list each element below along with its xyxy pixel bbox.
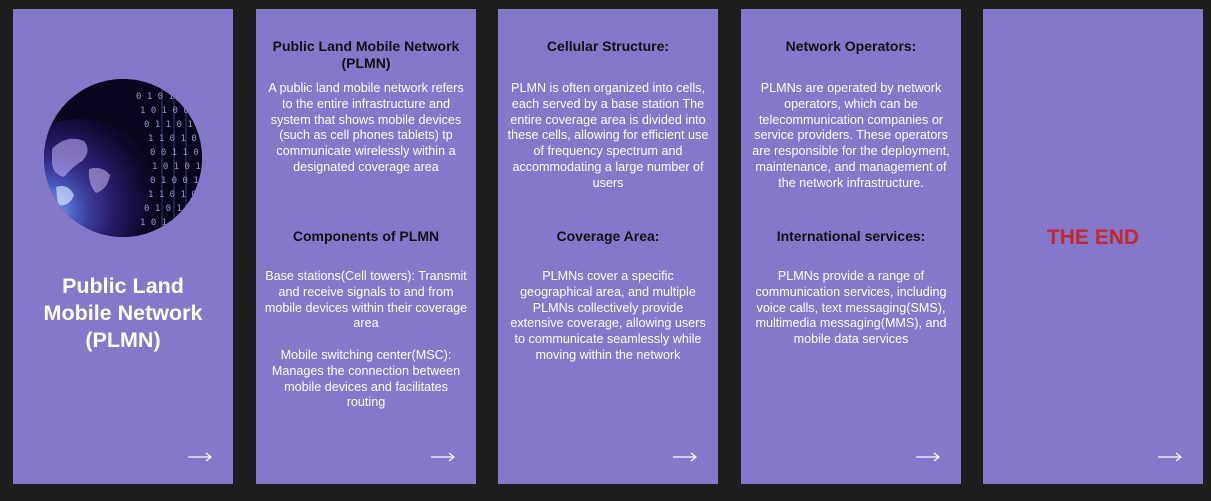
svg-text:0 1 0 1 1: 0 1 0 1 1 — [144, 204, 193, 214]
card-title: Public Land Mobile Network (PLMN) — [43, 274, 203, 352]
section-text: PLMNs provide a range of communication s… — [755, 269, 947, 347]
slide-card-3[interactable]: Cellular Structure: PLMN is often organi… — [498, 9, 718, 484]
arrow-right-icon[interactable] — [430, 450, 456, 464]
slide-card-2[interactable]: Public Land Mobile Network (PLMN) A publ… — [256, 9, 476, 484]
slide-card-5[interactable]: THE END — [983, 9, 1203, 484]
globe-binary-image: 0 1 0 1 1 1 0 1 0 0 1 0 1 1 0 1 0 1 1 0 … — [44, 79, 202, 237]
section-heading: International services: — [776, 228, 926, 244]
section-text: PLMNs cover a specific geographical area… — [510, 269, 706, 362]
svg-text:1 1 0 1 0 1: 1 1 0 1 0 1 — [148, 190, 202, 200]
section-text: PLMNs are operated by network operators,… — [752, 81, 950, 190]
arrow-right-icon[interactable] — [1157, 450, 1183, 464]
section-heading: Network Operators: — [785, 38, 917, 54]
section-heading: Coverage Area: — [556, 228, 660, 244]
svg-text:1 0 1 0: 1 0 1 0 — [140, 218, 178, 228]
svg-text:0 1 1 0 1 0: 0 1 1 0 1 0 — [144, 120, 202, 130]
arrow-right-icon[interactable] — [187, 450, 213, 464]
section-text: Base stations(Cell towers): Transmit and… — [264, 269, 468, 410]
arrow-right-icon[interactable] — [915, 450, 941, 464]
svg-text:0 1 0 1 1: 0 1 0 1 1 — [136, 92, 185, 102]
end-title: THE END — [1046, 226, 1140, 249]
slide-card-1[interactable]: 0 1 0 1 1 1 0 1 0 0 1 0 1 1 0 1 0 1 1 0 … — [13, 9, 233, 484]
slide-card-4[interactable]: Network Operators: PLMNs are operated by… — [741, 9, 961, 484]
section-heading: Cellular Structure: — [546, 38, 670, 54]
section-text: A public land mobile network refers to t… — [268, 81, 464, 174]
section-text: PLMN is often organized into cells, each… — [507, 81, 709, 190]
section-heading: Components of PLMN — [292, 228, 440, 244]
svg-text:1 1 0 1 0 1: 1 1 0 1 0 1 — [148, 134, 202, 144]
arrow-right-icon[interactable] — [672, 450, 698, 464]
svg-text:1 0 1 0 1 1: 1 0 1 0 1 1 — [152, 162, 202, 172]
svg-text:0 1 0 0 1 0: 0 1 0 0 1 0 — [150, 176, 202, 186]
svg-text:1 0 1 0 0 1: 1 0 1 0 0 1 — [140, 106, 200, 116]
section-heading: Public Land Mobile Network (PLMN) — [272, 38, 460, 71]
svg-text:0 0 1 1 0 0: 0 0 1 1 0 0 — [150, 148, 202, 158]
